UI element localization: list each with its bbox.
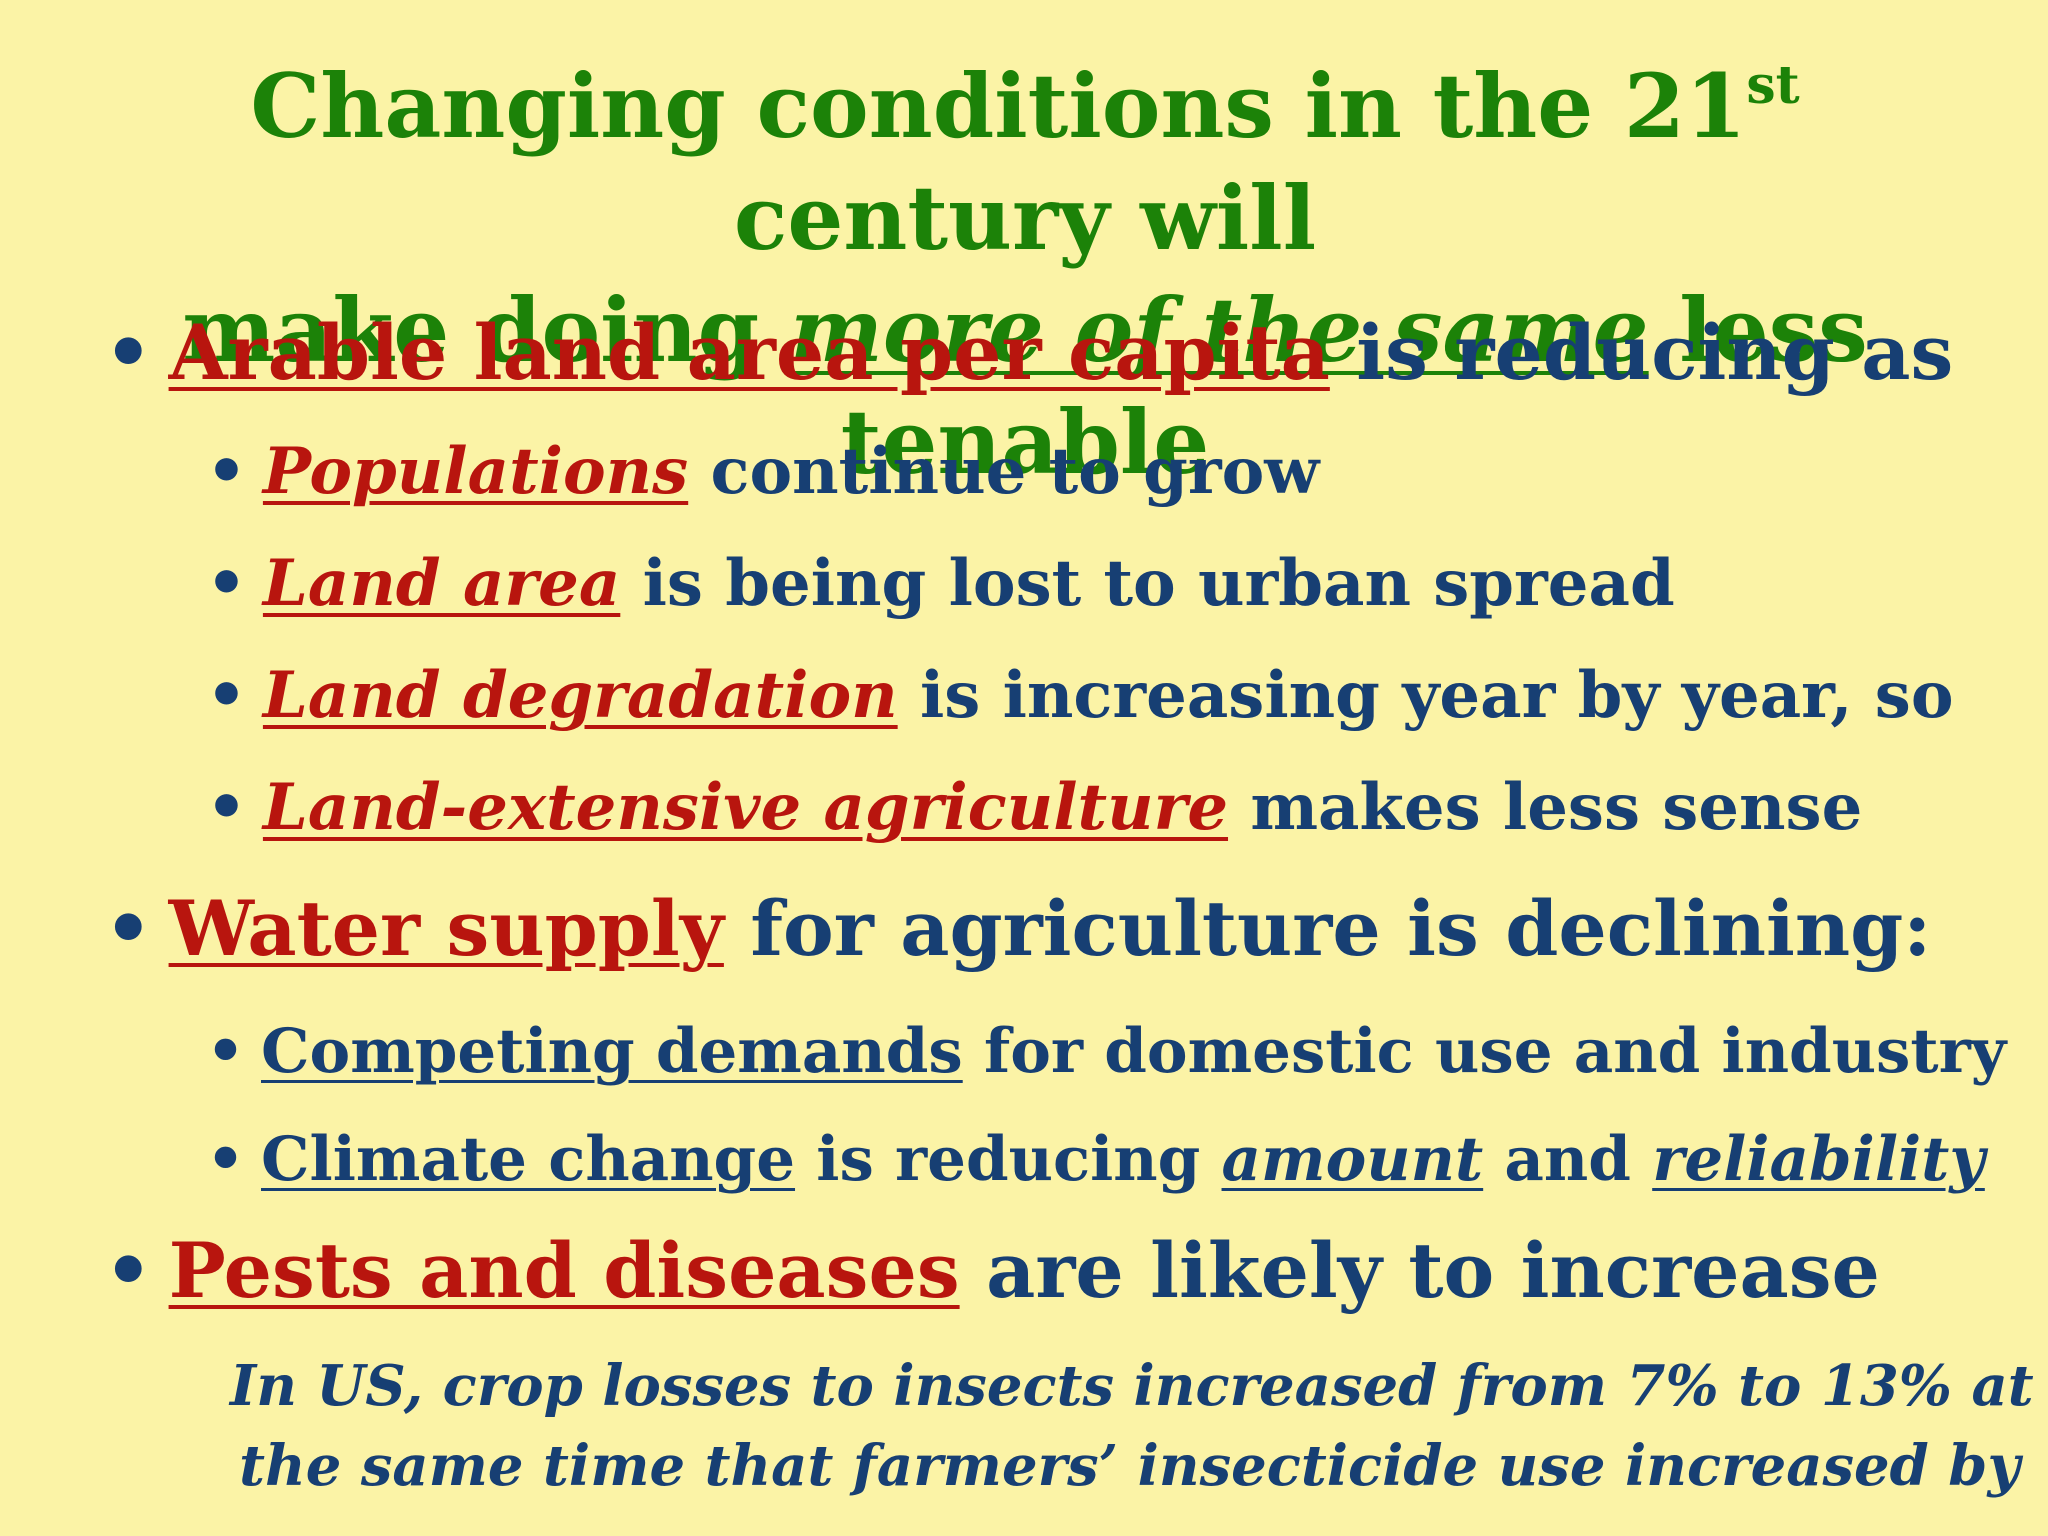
- subbullet-land-extensive-agriculture: • Land-extensive agriculture makes less s…: [206, 770, 1862, 845]
- bullet-dot: •: [104, 308, 153, 397]
- bullet-key: Land degradation: [262, 658, 898, 733]
- emphasis-reliability: reliability: [1652, 1124, 1985, 1195]
- bullet-arable-land: • Arable land area per capita is reducing…: [104, 308, 1953, 397]
- subbullet-land-area: • Land area is being lost to urban spread: [206, 546, 1675, 621]
- bullet-text: continue to grow: [688, 434, 1320, 509]
- bullet-key: Climate change: [261, 1124, 796, 1195]
- bullet-key: Pests and diseases: [168, 1226, 960, 1315]
- slide-title: Changing conditions in the 21st century …: [60, 50, 1990, 498]
- bullet-key: Land-extensive agriculture: [262, 770, 1229, 845]
- bullet-key: Arable land area per capita: [168, 308, 1330, 397]
- bullet-dot: •: [206, 434, 247, 509]
- bullet-text: makes less sense: [1228, 770, 1863, 845]
- footnote-line-1: In US, crop losses to insects increased …: [230, 1353, 2034, 1419]
- bullet-pests-diseases: • Pests and diseases are likely to increa…: [104, 1226, 1880, 1315]
- subbullet-climate-change: • Climate change is reducing amount and r…: [206, 1124, 1985, 1195]
- subbullet-competing-demands: • Competing demands for domestic use and …: [206, 1016, 2006, 1087]
- title-emphasis: more of the same: [789, 278, 1649, 382]
- bullet-water-supply: • Water supply for agriculture is declini…: [104, 884, 1931, 973]
- bullet-dot: •: [206, 658, 247, 733]
- footnote-line-2: the same time that farmers’ insecticide …: [239, 1433, 2020, 1499]
- emphasis-amount: amount: [1221, 1124, 1484, 1195]
- title-line-1: Changing conditions in the 21st century …: [250, 54, 1800, 270]
- bullet-text: is increasing year by year, so: [897, 658, 1954, 733]
- bullet-key: Populations: [262, 434, 689, 509]
- bullet-text: for domestic use and industry: [962, 1016, 2007, 1087]
- bullet-text: is being lost to urban spread: [620, 546, 1675, 621]
- bullet-dot: •: [206, 546, 247, 621]
- title-line-2: make doing more of the same less tenable: [182, 278, 1868, 494]
- bullet-dot: •: [206, 770, 247, 845]
- bullet-text: for agriculture is declining:: [723, 884, 1932, 973]
- bullet-dot: •: [206, 1016, 245, 1087]
- subbullet-populations: • Populations continue to grow: [206, 434, 1319, 509]
- bullet-key: Competing demands: [261, 1016, 963, 1087]
- bullet-key: Water supply: [168, 884, 724, 973]
- bullet-dot: •: [206, 1124, 245, 1195]
- subbullet-land-degradation: • Land degradation is increasing year by …: [206, 658, 1954, 733]
- bullet-text: is reducing as: [1329, 308, 1954, 397]
- bullet-dot: •: [104, 884, 153, 973]
- title-superscript: st: [1746, 55, 1800, 116]
- bullet-text: are likely to increase: [959, 1226, 1880, 1315]
- bullet-dot: •: [104, 1226, 153, 1315]
- footnote: In US, crop losses to insects increased …: [230, 1346, 2034, 1506]
- bullet-key: Land area: [262, 546, 621, 621]
